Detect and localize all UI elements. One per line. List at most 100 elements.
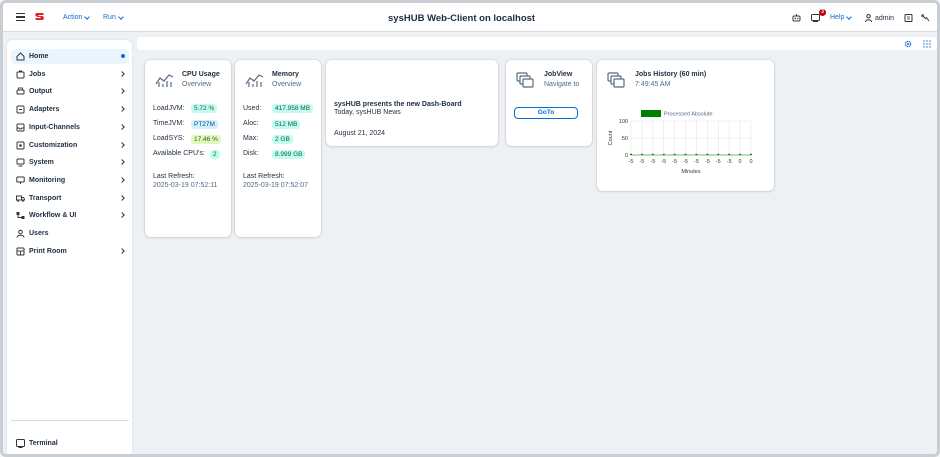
jobview-card[interactable]: JobView Navigate to GoTo [506,60,592,146]
robot-icon[interactable] [792,14,801,22]
sidebar-item-adapters[interactable]: Adapters [11,102,129,117]
cpu-usage-card[interactable]: CPU Usage Overview LoadJVM: 5.72 % TimeJ… [145,60,231,237]
bar [640,153,643,155]
memory-max-value: 2 GB [272,135,293,144]
user-icon [865,14,872,22]
run-menu-button[interactable]: Run [103,13,124,21]
bar [706,153,709,155]
memory-disk-label: Disk: [243,150,259,157]
sidebar-item-label: Terminal [29,440,58,447]
news-headline: sysHUB presents the new Dash-Board [334,101,462,108]
side-navigation: Home Jobs Output Adapters Input-Channels Cust… [7,40,132,454]
chevron-right-icon [119,212,125,219]
sidebar-item-users[interactable]: Users [11,226,129,241]
bar [728,153,731,155]
document-icon[interactable] [904,14,913,22]
x-tick-label: -5 [683,159,688,165]
bar [662,153,665,155]
cpu-loadsys-value: 17.46 % [191,135,221,144]
action-menu-button[interactable]: Action [63,13,91,21]
help-menu-label: Help [830,14,845,21]
goto-button[interactable]: GoTo [514,107,578,119]
chevron-right-icon [119,194,125,201]
sidebar-item-label: Input-Channels [29,123,80,131]
home-icon [16,52,25,61]
sidebar-item-monitoring[interactable]: Monitoring [11,173,129,188]
sidebar-divider [11,420,129,421]
sidebar-item-label: Transport [29,194,62,202]
settings-gear-icon[interactable] [904,40,912,48]
sidebar-item-output[interactable]: Output [11,84,129,99]
windows-stack-icon [516,72,534,88]
help-menu-button[interactable]: Help [830,13,853,21]
customization-icon [16,141,25,150]
memory-aloc-label: Aloc: [243,120,259,127]
sidebar-item-jobs[interactable]: Jobs [11,67,129,82]
sidebar-item-system[interactable]: System [11,155,129,170]
memory-max-label: Max: [243,135,259,142]
hamburger-menu-icon[interactable] [16,13,25,21]
chevron-right-icon [119,141,125,148]
cpu-timejvm-value: PT27M [191,120,218,129]
user-menu-button[interactable]: admin [865,14,894,22]
news-date: August 21, 2024 [334,130,385,137]
action-menu-label: Action [63,14,83,21]
chevron-right-icon [119,247,125,254]
y-tick-label: 50 [622,136,628,142]
card-title: JobView [544,71,573,78]
sidebar-item-label: Users [29,230,49,237]
sidebar-item-print-room[interactable]: Print Room [11,244,129,259]
card-subtitle: Overview [272,81,302,88]
grid-apps-icon[interactable] [923,40,931,48]
bar [750,153,752,155]
x-tick-label: 0 [739,159,742,165]
card-title: Jobs History (60 min) [635,71,707,78]
last-refresh-value: 2025-03-19 07:52:07 [243,182,308,189]
chevron-right-icon [119,88,125,95]
card-subtitle: Navigate to [544,81,580,88]
memory-card[interactable]: Memory Overview Used: 417.958 MB Aloc: 5… [235,60,321,237]
y-axis-label: Count [608,130,614,145]
sidebar-item-home[interactable]: Home [11,49,129,64]
x-tick-label: -5 [705,159,710,165]
memory-aloc-value: 512 MB [272,120,301,129]
sidebar-item-label: Home [29,53,49,60]
news-card[interactable]: sysHUB presents the new Dash-Board Today… [326,60,498,146]
last-refresh-label: Last Refresh: [243,173,285,180]
card-title: Memory [272,71,299,78]
x-tick-label: -5 [650,159,655,165]
chevron-right-icon [119,70,125,77]
sidebar-item-input-channels[interactable]: Input-Channels [11,120,129,135]
bar [739,153,742,155]
sidebar-item-workflow-ui[interactable]: Workflow & UI [11,208,129,223]
shell-bar: Action Run sysHUB Web-Client on localhos… [3,3,937,32]
sidebar-item-transport[interactable]: Transport [11,191,129,206]
x-axis-label: Minutes [681,169,701,175]
adapter-icon [16,105,25,114]
cpu-timejvm-label: TimeJVM: [153,120,185,127]
cpu-loadjvm-label: LoadJVM: [153,105,185,112]
sidebar-item-customization[interactable]: Customization [11,138,129,153]
jobs-history-card[interactable]: Jobs History (60 min) 7:49:45 AM Process… [597,60,774,191]
app-title: sysHUB Web-Client on localhost [388,13,536,24]
logout-icon[interactable] [921,14,930,22]
active-indicator-dot [121,54,125,58]
card-subtitle: 7:49:45 AM [635,81,671,88]
memory-used-label: Used: [243,105,262,112]
bar [673,153,676,155]
notification-count-badge: 3 [819,9,826,16]
chevron-right-icon [119,123,125,130]
syshub-logo-icon[interactable] [34,12,45,22]
x-tick-label: -5 [639,159,644,165]
chart-trend-icon [245,74,264,87]
user-name: admin [875,14,895,22]
x-tick-label: -5 [694,159,699,165]
legend-swatch [641,110,661,117]
print-room-icon [16,247,25,256]
cpu-available-label: Available CPU's: [153,150,205,157]
truck-icon [16,194,25,203]
terminal-icon [16,439,25,448]
sidebar-item-terminal[interactable]: Terminal [11,436,129,451]
notifications-icon[interactable] [811,14,820,22]
